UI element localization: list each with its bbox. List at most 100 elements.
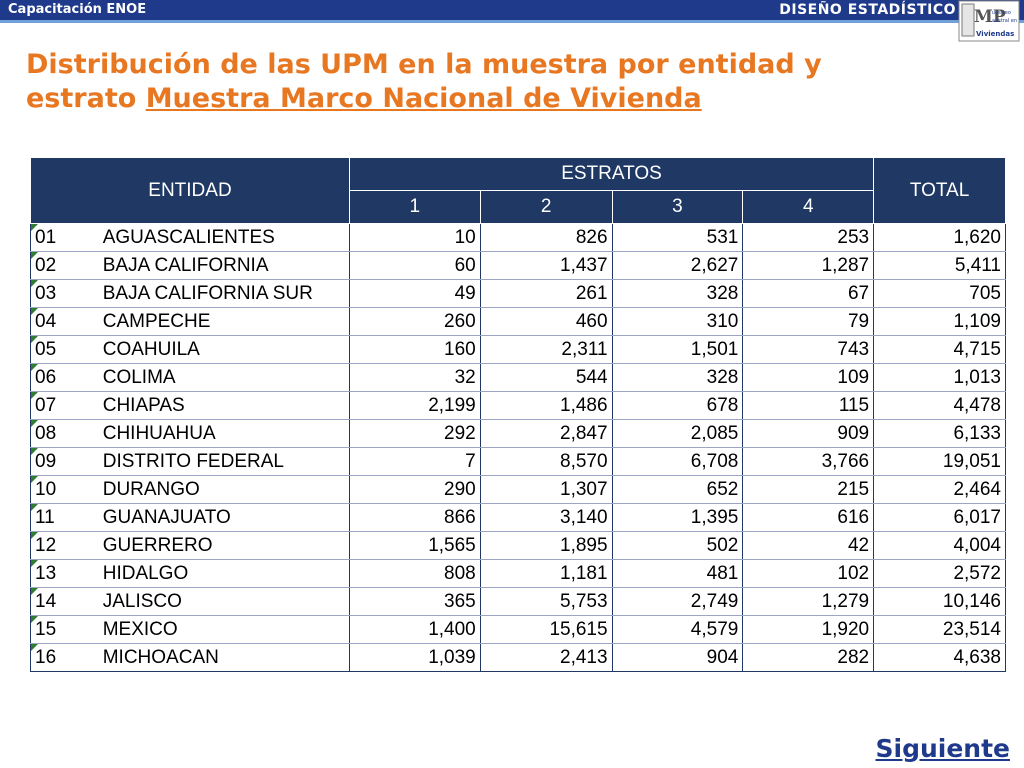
cell-e4: 1,920 <box>742 615 875 644</box>
header-estrato-4: 4 <box>742 190 875 224</box>
cell-e4: 1,279 <box>742 587 875 616</box>
cell-e2: 261 <box>480 279 613 308</box>
header-entidad: ENTIDAD <box>30 157 350 224</box>
cell-name: GUERRERO <box>98 531 350 560</box>
cell-e1: 10 <box>349 223 481 252</box>
cell-e1: 290 <box>349 475 481 504</box>
cell-name: DURANGO <box>98 475 350 504</box>
cell-e3: 2,627 <box>612 251 744 280</box>
cell-e2: 460 <box>480 307 613 336</box>
cell-code: 03 <box>29 279 99 308</box>
cell-name: MICHOACAN <box>98 643 350 672</box>
cell-total: 1,620 <box>873 223 1006 252</box>
header-total: TOTAL <box>873 157 1006 224</box>
cell-total: 2,572 <box>873 559 1006 588</box>
cell-total: 6,017 <box>873 503 1006 532</box>
table-row: 05 COAHUILA 160 2,311 1,501 743 4,715 <box>29 335 1006 364</box>
next-link[interactable]: Siguiente <box>875 734 1011 763</box>
cell-e3: 481 <box>612 559 744 588</box>
cell-e3: 678 <box>612 391 744 420</box>
cell-name: BAJA CALIFORNIA SUR <box>98 279 350 308</box>
cell-e2: 826 <box>480 223 613 252</box>
cell-code: 13 <box>29 559 99 588</box>
cell-name: MEXICO <box>98 615 350 644</box>
cell-total: 5,411 <box>873 251 1006 280</box>
cell-e3: 2,085 <box>612 419 744 448</box>
cell-e2: 3,140 <box>480 503 613 532</box>
cell-e4: 743 <box>742 335 875 364</box>
cell-e2: 15,615 <box>480 615 613 644</box>
table-row: 04 CAMPECHE 260 460 310 79 1,109 <box>29 307 1006 336</box>
institution-logo: MP uestreo aestral en Viviendas <box>958 0 1020 42</box>
cell-e3: 310 <box>612 307 744 336</box>
cell-e1: 808 <box>349 559 481 588</box>
cell-e4: 253 <box>742 223 875 252</box>
cell-name: BAJA CALIFORNIA <box>98 251 350 280</box>
cell-e3: 904 <box>612 643 744 672</box>
cell-e4: 282 <box>742 643 875 672</box>
table-row: 02 BAJA CALIFORNIA 60 1,437 2,627 1,287 5,411 <box>29 251 1006 280</box>
cell-e3: 328 <box>612 363 744 392</box>
cell-e3: 328 <box>612 279 744 308</box>
title-line-2-plain: estrato <box>26 83 146 114</box>
cell-total: 1,013 <box>873 363 1006 392</box>
cell-e4: 109 <box>742 363 875 392</box>
table-row: 12 GUERRERO 1,565 1,895 502 42 4,004 <box>29 531 1006 560</box>
cell-e2: 1,486 <box>480 391 613 420</box>
cell-total: 23,514 <box>873 615 1006 644</box>
title-link[interactable]: Muestra Marco Nacional de Vivienda <box>145 83 702 114</box>
svg-text:aestral en: aestral en <box>992 18 1017 24</box>
cell-e3: 502 <box>612 531 744 560</box>
cell-code: 05 <box>29 335 99 364</box>
cell-code: 14 <box>29 587 99 616</box>
table-row: 03 BAJA CALIFORNIA SUR 49 261 328 67 705 <box>29 279 1006 308</box>
cell-e1: 32 <box>349 363 481 392</box>
cell-code: 04 <box>29 307 99 336</box>
table-body: 01 AGUASCALIENTES 10 826 531 253 1,620 02 BAJA C… <box>29 223 1006 672</box>
cell-total: 705 <box>873 279 1006 308</box>
cell-e3: 1,395 <box>612 503 744 532</box>
cell-e3: 652 <box>612 475 744 504</box>
cell-e2: 1,895 <box>480 531 613 560</box>
table-row: 16 MICHOACAN 1,039 2,413 904 282 4,638 <box>29 643 1006 672</box>
cell-e1: 60 <box>349 251 481 280</box>
cell-e4: 79 <box>742 307 875 336</box>
cell-e2: 2,847 <box>480 419 613 448</box>
cell-name: JALISCO <box>98 587 350 616</box>
cell-code: 16 <box>29 643 99 672</box>
cell-e4: 1,287 <box>742 251 875 280</box>
cell-e4: 42 <box>742 531 875 560</box>
cell-code: 09 <box>29 447 99 476</box>
cell-e2: 8,570 <box>480 447 613 476</box>
cell-total: 4,715 <box>873 335 1006 364</box>
cell-e1: 866 <box>349 503 481 532</box>
cell-name: GUANAJUATO <box>98 503 350 532</box>
cell-name: COLIMA <box>98 363 350 392</box>
cell-e1: 365 <box>349 587 481 616</box>
cell-e1: 1,400 <box>349 615 481 644</box>
header-estrato-1: 1 <box>348 190 481 224</box>
cell-e3: 4,579 <box>612 615 744 644</box>
cell-code: 07 <box>29 391 99 420</box>
cell-name: CHIAPAS <box>98 391 350 420</box>
cell-e4: 67 <box>742 279 875 308</box>
cell-e4: 215 <box>742 475 875 504</box>
cell-e4: 115 <box>742 391 875 420</box>
cell-name: CAMPECHE <box>98 307 350 336</box>
cell-total: 2,464 <box>873 475 1006 504</box>
table-row: 08 CHIHUAHUA 292 2,847 2,085 909 6,133 <box>29 419 1006 448</box>
svg-text:uestreo: uestreo <box>992 10 1011 16</box>
cell-e1: 7 <box>349 447 481 476</box>
table-row: 10 DURANGO 290 1,307 652 215 2,464 <box>29 475 1006 504</box>
header-estratos: ESTRATOS <box>348 157 875 191</box>
table-row: 09 DISTRITO FEDERAL 7 8,570 6,708 3,766 19,051 <box>29 447 1006 476</box>
cell-name: HIDALGO <box>98 559 350 588</box>
header-estrato-3: 3 <box>611 190 744 224</box>
cell-e2: 5,753 <box>480 587 613 616</box>
cell-e3: 6,708 <box>612 447 744 476</box>
top-header-bar: Capacitación ENOE DISEÑO ESTADÍSTICO <box>0 0 1024 23</box>
cell-name: CHIHUAHUA <box>98 419 350 448</box>
cell-total: 4,004 <box>873 531 1006 560</box>
cell-e1: 1,039 <box>349 643 481 672</box>
cell-e2: 544 <box>480 363 613 392</box>
